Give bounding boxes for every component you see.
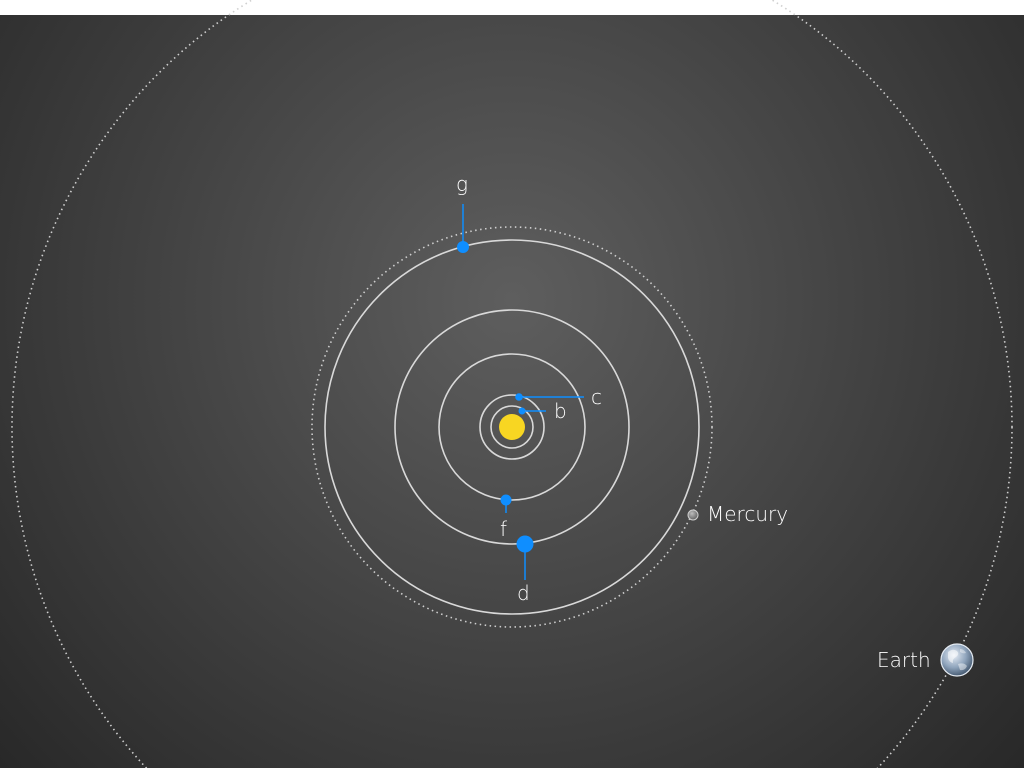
planet-label-g: g [456, 172, 468, 196]
mercury-icon [687, 509, 699, 521]
earth-reference-orbit [11, 0, 1013, 768]
planet-label-f: f [500, 517, 507, 541]
planet-g [457, 241, 469, 253]
orbit-c [479, 394, 545, 460]
planet-label-c: c [591, 385, 602, 409]
planet-c [515, 393, 523, 401]
orbit-g [324, 239, 700, 615]
earth-label: Earth [877, 648, 931, 672]
earth-icon [940, 643, 974, 677]
orbit-b [490, 405, 534, 449]
orbit-d [394, 309, 630, 545]
mercury-reference-orbit [311, 226, 713, 628]
planet-label-b: b [554, 399, 567, 423]
orbit-f [438, 353, 586, 501]
mercury-label: Mercury [707, 502, 788, 526]
sun-icon [499, 414, 525, 440]
planet-f [500, 494, 512, 506]
planet-label-d: d [517, 581, 530, 605]
diagram-background [0, 15, 1024, 768]
planet-d [516, 535, 534, 553]
planet-b [518, 407, 526, 415]
